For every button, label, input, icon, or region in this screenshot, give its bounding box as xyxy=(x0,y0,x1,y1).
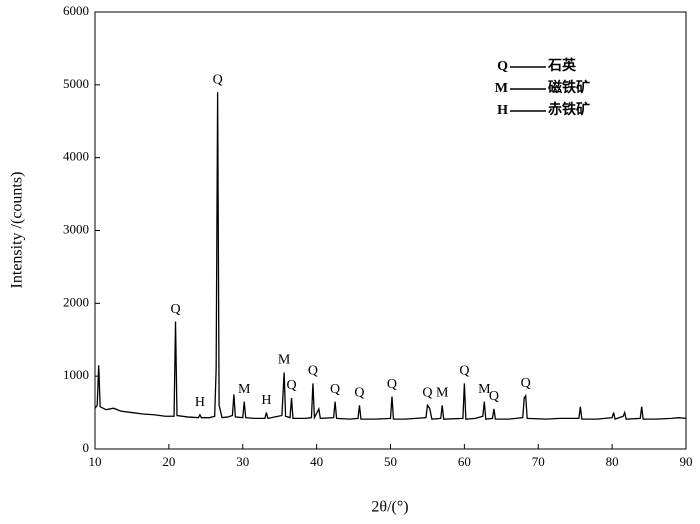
x-tick-label: 60 xyxy=(458,454,471,469)
x-tick-label: 20 xyxy=(162,454,175,469)
x-tick-label: 90 xyxy=(680,454,693,469)
peak-label: H xyxy=(195,395,205,410)
x-tick-label: 40 xyxy=(310,454,323,469)
peak-label: Q xyxy=(286,378,296,393)
legend-name: 石英 xyxy=(547,57,577,74)
peak-label: Q xyxy=(489,389,499,404)
x-tick-label: 10 xyxy=(89,454,102,469)
y-axis-label: Intensity /(counts) xyxy=(9,172,26,289)
x-tick-label: 50 xyxy=(384,454,397,469)
peak-label: Q xyxy=(521,376,531,391)
peak-label: Q xyxy=(387,377,397,392)
y-tick-label: 2000 xyxy=(63,294,89,309)
peak-label: M xyxy=(436,386,449,401)
legend-name: 赤铁矿 xyxy=(548,101,590,118)
x-tick-label: 80 xyxy=(606,454,619,469)
peak-label: H xyxy=(261,393,271,408)
peak-label: Q xyxy=(422,386,432,401)
y-tick-label: 1000 xyxy=(63,367,89,382)
peak-label: Q xyxy=(330,382,340,397)
legend-name: 磁铁矿 xyxy=(548,79,590,96)
legend-symbol: Q xyxy=(497,59,508,74)
y-tick-label: 0 xyxy=(83,440,90,455)
y-tick-label: 6000 xyxy=(63,3,89,18)
x-axis-label: 2θ/(°) xyxy=(371,499,408,516)
x-tick-label: 70 xyxy=(532,454,545,469)
y-tick-label: 4000 xyxy=(63,149,89,164)
x-tick-label: 30 xyxy=(236,454,249,469)
peak-label: Q xyxy=(213,72,223,87)
legend-symbol: H xyxy=(497,103,508,118)
peak-label: Q xyxy=(354,386,364,401)
legend-symbol: M xyxy=(495,81,508,96)
y-tick-label: 5000 xyxy=(63,76,89,91)
peak-label: Q xyxy=(459,364,469,379)
peak-label: M xyxy=(278,353,291,368)
peak-label: M xyxy=(478,382,491,397)
peak-label: M xyxy=(238,382,251,397)
xrd-line xyxy=(94,92,687,421)
y-tick-label: 3000 xyxy=(63,221,89,236)
peak-label: Q xyxy=(170,302,180,317)
peak-label: Q xyxy=(308,364,318,379)
